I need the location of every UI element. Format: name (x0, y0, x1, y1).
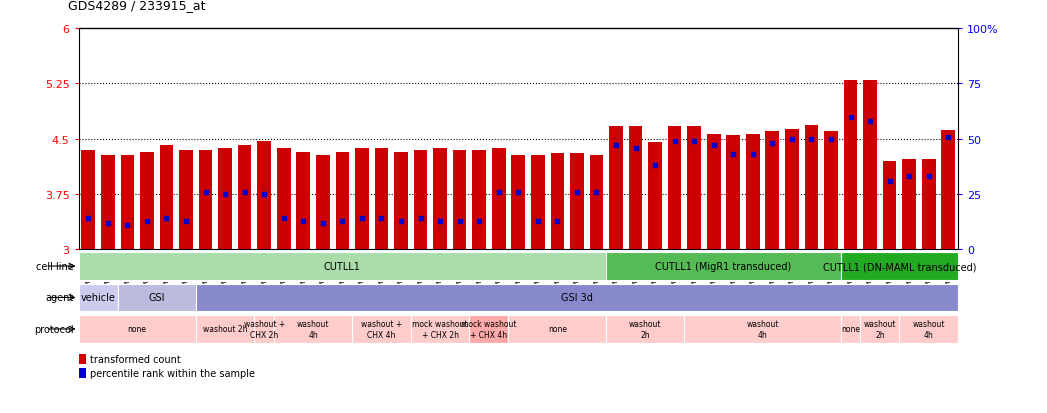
Bar (452, 150, 467, 250)
Text: cell line: cell line (36, 261, 73, 271)
Text: CUTLL1 (MigR1 transduced): CUTLL1 (MigR1 transduced) (655, 261, 792, 271)
Bar (394, 153, 408, 250)
Bar (414, 150, 427, 250)
Text: GSI 3d: GSI 3d (561, 293, 593, 303)
Bar (863, 81, 877, 250)
Bar (433, 148, 447, 250)
Bar (883, 161, 896, 250)
Bar (785, 130, 799, 250)
Bar (375, 148, 388, 250)
Bar (199, 150, 213, 250)
Bar (79, 315, 196, 344)
Text: mock washout
+ CHX 4h: mock washout + CHX 4h (461, 320, 517, 339)
Bar (179, 150, 193, 250)
Bar (903, 160, 916, 250)
Text: none: none (548, 325, 566, 334)
Text: mock washout
+ CHX 2h: mock washout + CHX 2h (413, 320, 468, 339)
Text: washout +
CHX 4h: washout + CHX 4h (361, 320, 402, 339)
Text: protocol: protocol (34, 324, 73, 334)
Bar (841, 315, 861, 344)
Text: GDS4289 / 233915_at: GDS4289 / 233915_at (68, 0, 205, 12)
Text: agent: agent (45, 293, 73, 303)
Bar (509, 315, 606, 344)
Bar (196, 284, 958, 311)
Bar (668, 127, 682, 250)
Bar (628, 127, 643, 250)
Bar (101, 156, 115, 250)
Text: CUTLL1 (DN-MAML transduced): CUTLL1 (DN-MAML transduced) (823, 261, 976, 271)
Bar (79, 253, 606, 280)
Text: washout 2h: washout 2h (203, 325, 247, 334)
Bar (492, 148, 506, 250)
Bar (745, 134, 760, 250)
Text: CUTLL1: CUTLL1 (324, 261, 361, 271)
Bar (609, 127, 623, 250)
Bar (254, 315, 274, 344)
Bar (159, 145, 174, 250)
Bar (899, 315, 958, 344)
Bar (296, 153, 310, 250)
Bar (218, 148, 232, 250)
Bar (841, 253, 958, 280)
Bar (941, 131, 955, 250)
Bar (472, 150, 486, 250)
Bar (765, 132, 779, 250)
Text: transformed count: transformed count (89, 354, 180, 364)
Bar (570, 154, 584, 250)
Bar (196, 315, 254, 344)
Bar (804, 126, 819, 250)
Text: vehicle: vehicle (81, 293, 115, 303)
Bar (727, 136, 740, 250)
Bar (531, 156, 544, 250)
Text: none: none (128, 325, 147, 334)
Bar (606, 253, 841, 280)
Bar (844, 81, 857, 250)
Text: washout
4h: washout 4h (296, 320, 330, 339)
Bar (707, 134, 720, 250)
Text: none: none (841, 325, 860, 334)
Bar (648, 143, 662, 250)
Bar (276, 148, 291, 250)
Bar (120, 156, 134, 250)
Bar (410, 315, 469, 344)
Bar (606, 315, 685, 344)
Bar (685, 315, 841, 344)
Bar (687, 127, 701, 250)
Bar (238, 145, 251, 250)
Bar (316, 156, 330, 250)
Text: washout
2h: washout 2h (864, 320, 896, 339)
Bar (589, 156, 603, 250)
Bar (258, 142, 271, 250)
Bar (921, 159, 936, 250)
Bar (551, 154, 564, 250)
Bar (82, 150, 95, 250)
Text: washout
4h: washout 4h (912, 320, 945, 339)
Bar (861, 315, 899, 344)
Text: percentile rank within the sample: percentile rank within the sample (89, 368, 254, 378)
Bar (117, 284, 196, 311)
Bar (355, 148, 369, 250)
Bar (469, 315, 509, 344)
Bar (511, 156, 526, 250)
Bar (274, 315, 352, 344)
Bar (79, 284, 117, 311)
Text: washout +
CHX 2h: washout + CHX 2h (244, 320, 285, 339)
Text: washout
2h: washout 2h (629, 320, 662, 339)
Bar (79, 354, 86, 364)
Bar (824, 132, 838, 250)
Bar (79, 368, 86, 378)
Bar (335, 153, 350, 250)
Text: GSI: GSI (149, 293, 165, 303)
Bar (352, 315, 410, 344)
Text: washout
4h: washout 4h (747, 320, 779, 339)
Bar (140, 153, 154, 250)
